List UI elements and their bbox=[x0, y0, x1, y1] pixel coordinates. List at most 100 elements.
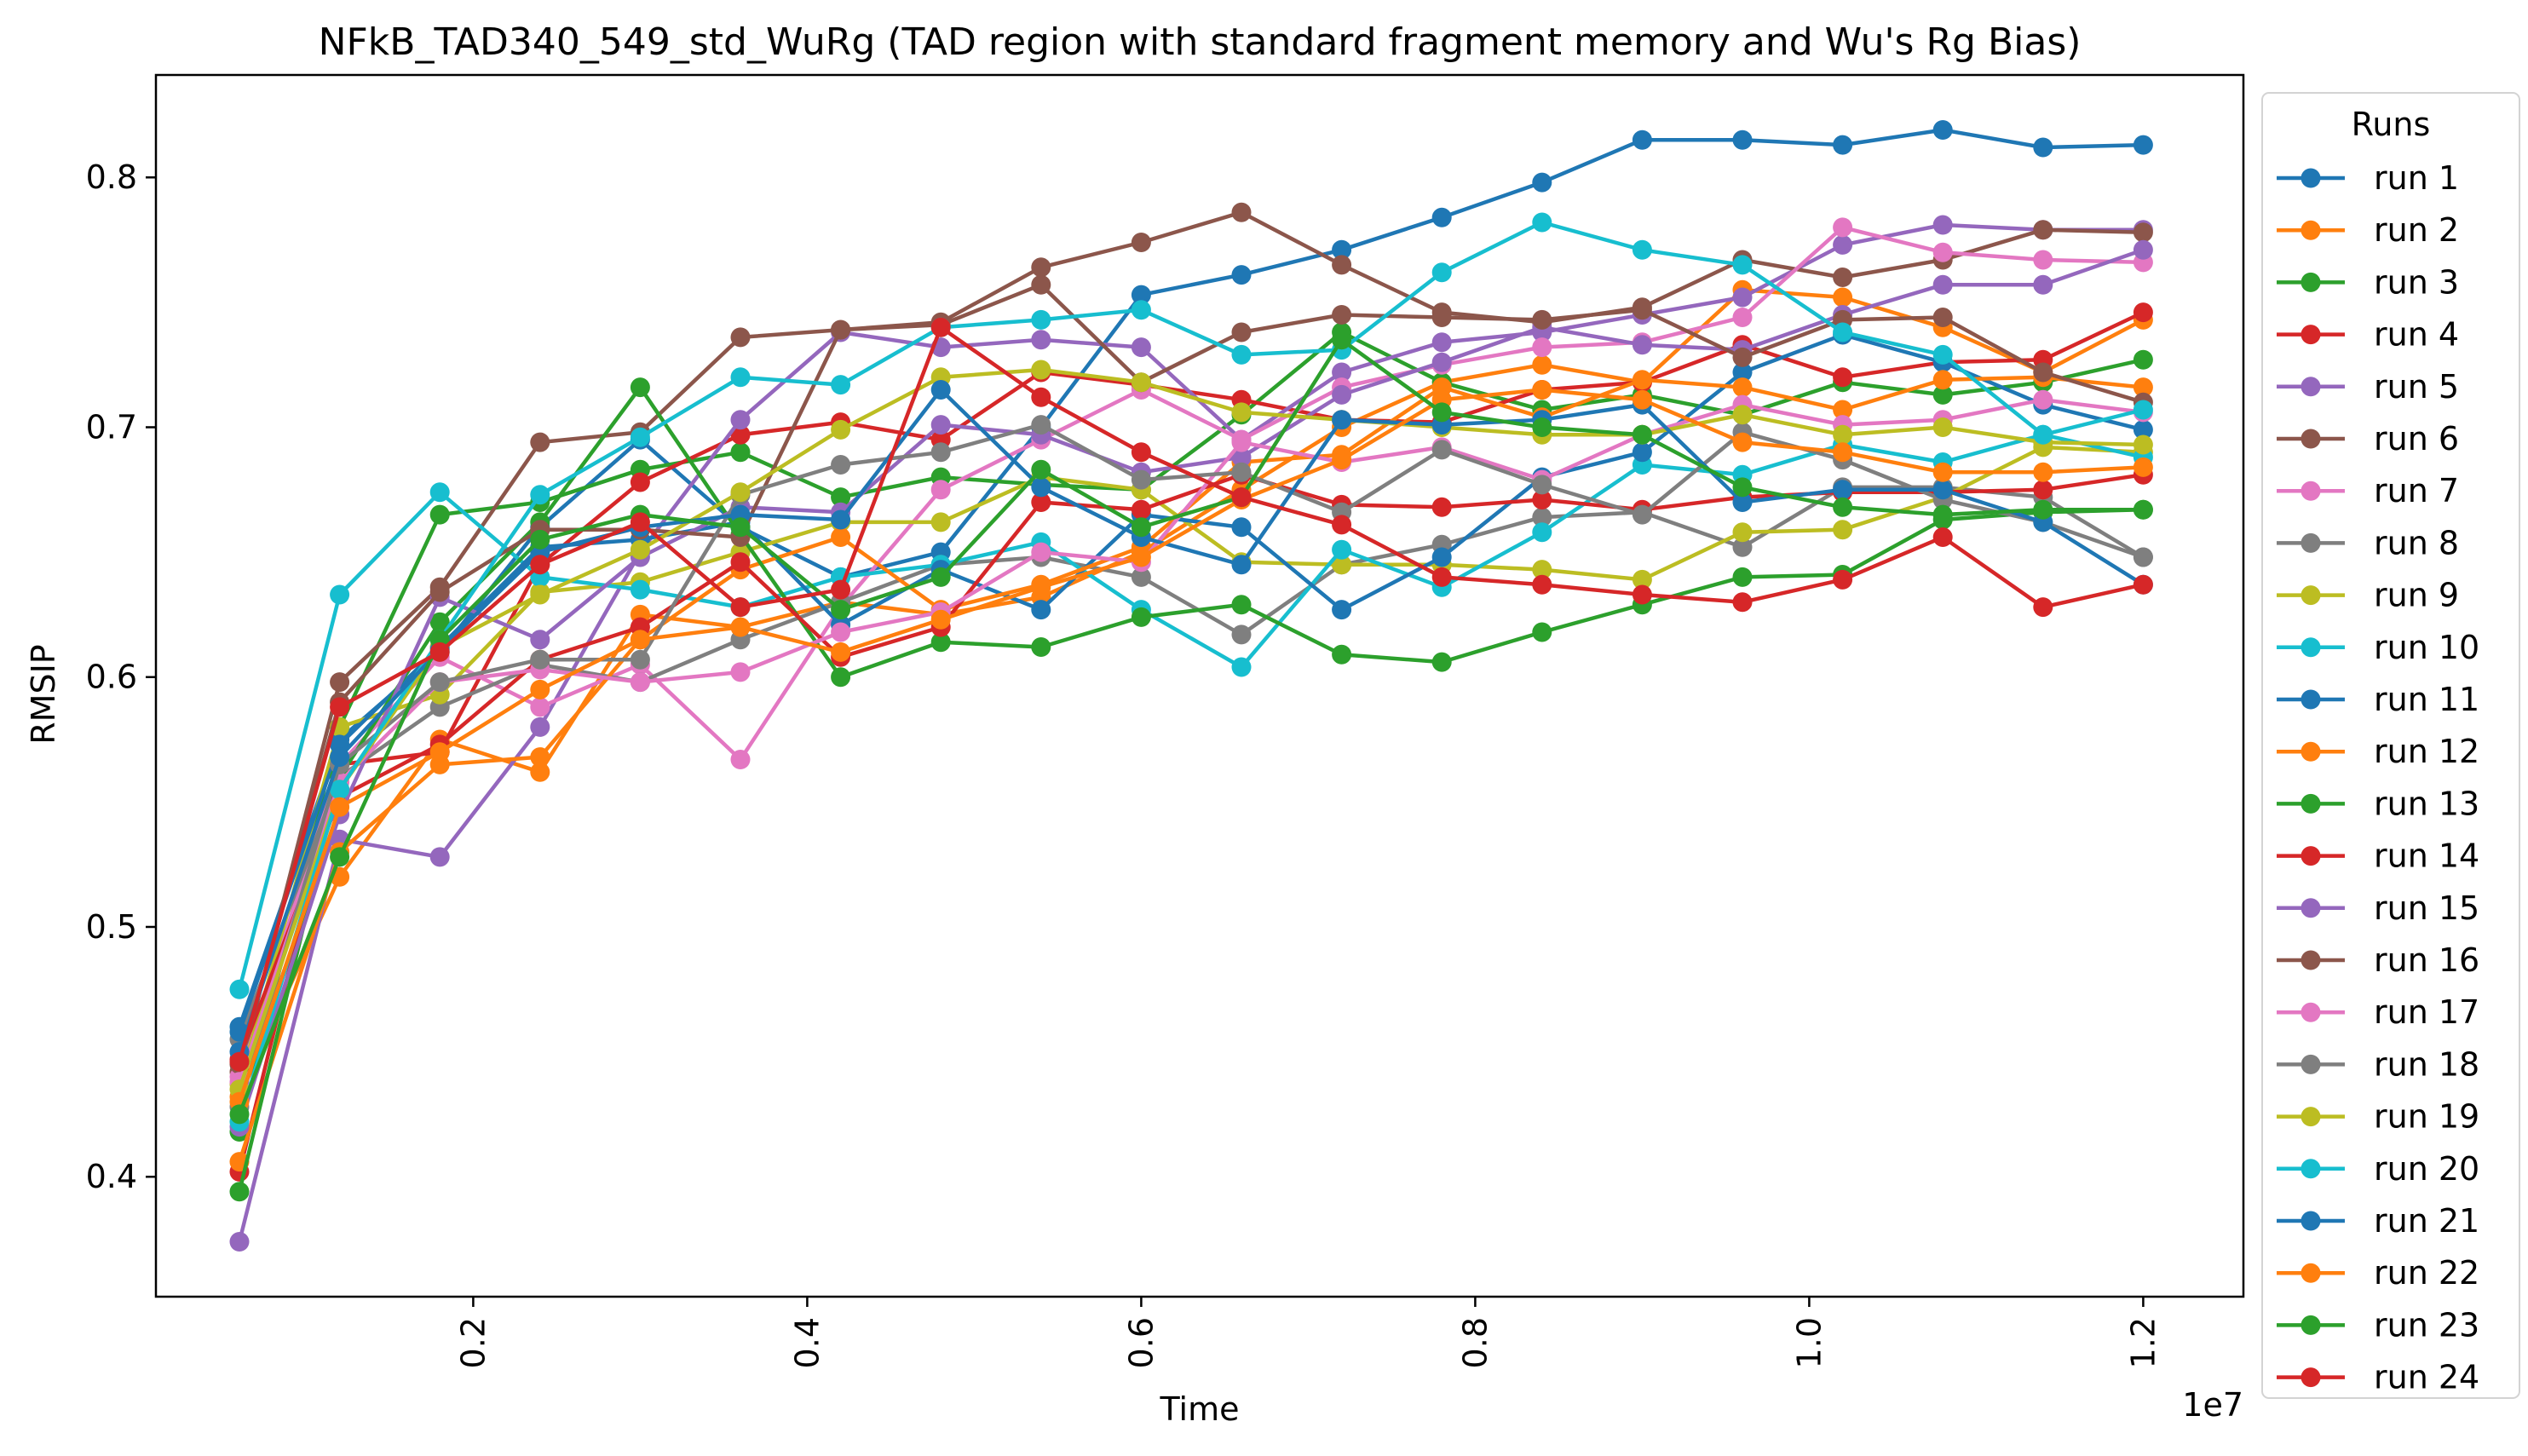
data-point bbox=[1332, 539, 1352, 560]
x-tick-label: 0.6 bbox=[1122, 1317, 1160, 1368]
data-point bbox=[330, 747, 350, 768]
legend-label: run 21 bbox=[2374, 1202, 2479, 1240]
data-point bbox=[930, 415, 951, 435]
data-point bbox=[1031, 415, 1051, 435]
legend-marker bbox=[2301, 325, 2321, 345]
data-point bbox=[1031, 257, 1051, 278]
data-point bbox=[1231, 265, 1252, 285]
legend-label: run 13 bbox=[2374, 785, 2479, 822]
data-point bbox=[630, 579, 650, 600]
data-point bbox=[1332, 515, 1352, 535]
data-point bbox=[429, 642, 450, 662]
data-point bbox=[730, 597, 751, 618]
data-point bbox=[2133, 377, 2153, 398]
legend-item: run 11 bbox=[2277, 681, 2479, 718]
data-point bbox=[530, 649, 550, 670]
data-point bbox=[1131, 233, 1151, 252]
series-layer bbox=[229, 120, 2153, 1252]
data-point bbox=[2133, 434, 2153, 455]
data-point bbox=[2133, 547, 2153, 567]
data-point bbox=[1732, 287, 1753, 308]
legend-marker bbox=[2301, 168, 2321, 188]
data-point bbox=[1332, 450, 1352, 470]
data-point bbox=[930, 609, 951, 630]
data-point bbox=[1431, 352, 1452, 372]
data-point bbox=[330, 847, 350, 867]
data-point bbox=[1732, 592, 1753, 613]
data-point bbox=[1833, 520, 1853, 540]
data-point bbox=[429, 672, 450, 693]
legend-label: run 8 bbox=[2374, 524, 2459, 561]
chart-title: NFkB_TAD340_549_std_WuRg (TAD region wit… bbox=[319, 20, 2082, 64]
data-point bbox=[1131, 517, 1151, 538]
data-point bbox=[1231, 447, 1252, 468]
data-point bbox=[730, 327, 751, 348]
legend-label: run 23 bbox=[2374, 1306, 2479, 1344]
data-point bbox=[1332, 362, 1352, 383]
legend-label: run 5 bbox=[2374, 368, 2459, 406]
series-line-8 bbox=[237, 485, 2145, 1040]
data-point bbox=[530, 630, 550, 650]
data-point bbox=[730, 442, 751, 463]
data-point bbox=[1031, 274, 1051, 295]
data-point bbox=[1833, 287, 1853, 308]
data-point bbox=[1031, 360, 1051, 380]
data-point bbox=[1431, 567, 1452, 587]
legend-marker bbox=[2301, 1002, 2321, 1022]
data-point bbox=[730, 424, 751, 445]
data-point bbox=[1332, 384, 1352, 405]
data-point bbox=[1632, 239, 1652, 260]
data-point bbox=[1532, 574, 1552, 595]
data-point bbox=[930, 317, 951, 337]
data-point bbox=[1231, 624, 1252, 645]
data-point bbox=[831, 667, 851, 688]
data-point bbox=[1031, 600, 1051, 620]
data-point bbox=[1732, 537, 1753, 557]
data-point bbox=[1332, 644, 1352, 665]
data-point bbox=[1431, 308, 1452, 327]
data-point bbox=[229, 1232, 250, 1252]
data-point bbox=[1131, 469, 1151, 490]
legend-label: run 4 bbox=[2374, 316, 2459, 354]
y-tick-label: 0.8 bbox=[86, 158, 137, 196]
legend-item: run 3 bbox=[2277, 263, 2459, 301]
data-point bbox=[2133, 457, 2153, 477]
legend-item: run 21 bbox=[2277, 1202, 2479, 1240]
data-point bbox=[530, 762, 550, 782]
legend-marker bbox=[2301, 741, 2321, 762]
data-point bbox=[1833, 569, 1853, 590]
legend-marker bbox=[2301, 429, 2321, 449]
data-point bbox=[2133, 574, 2153, 595]
legend-label: run 14 bbox=[2374, 837, 2479, 875]
legend-label: run 11 bbox=[2374, 681, 2479, 718]
data-point bbox=[429, 847, 450, 867]
legend-label: run 19 bbox=[2374, 1098, 2479, 1136]
data-point bbox=[1833, 367, 1853, 388]
data-point bbox=[1932, 480, 1953, 500]
data-point bbox=[1031, 387, 1051, 407]
series-24 bbox=[229, 317, 2153, 1072]
data-point bbox=[1833, 442, 1853, 463]
y-tick-label: 0.5 bbox=[86, 908, 137, 946]
data-point bbox=[1932, 370, 1953, 390]
x-tick-label: 1.0 bbox=[1790, 1317, 1828, 1368]
legend-item: run 10 bbox=[2277, 629, 2479, 666]
data-point bbox=[1833, 400, 1853, 420]
legend-marker bbox=[2301, 1211, 2321, 1231]
data-point bbox=[2033, 597, 2053, 618]
data-point bbox=[1431, 262, 1452, 283]
legend-item: run 2 bbox=[2277, 211, 2459, 249]
data-point bbox=[2033, 220, 2053, 240]
data-point bbox=[1431, 547, 1452, 567]
data-point bbox=[831, 600, 851, 620]
legend-item: run 23 bbox=[2277, 1306, 2479, 1344]
data-point bbox=[1632, 569, 1652, 590]
data-point bbox=[730, 367, 751, 388]
legend-item: run 4 bbox=[2277, 316, 2459, 354]
series-22 bbox=[229, 380, 2153, 1112]
data-point bbox=[1332, 600, 1352, 620]
data-point bbox=[330, 780, 350, 800]
legend-item: run 6 bbox=[2277, 420, 2459, 458]
legend-item: run 24 bbox=[2277, 1359, 2479, 1396]
